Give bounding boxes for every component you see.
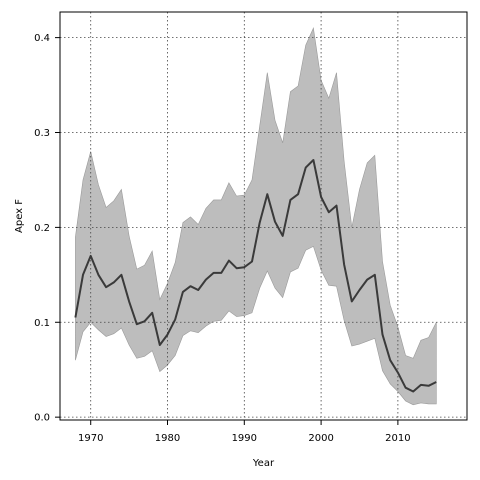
- y-tick-label: 0.4: [34, 33, 50, 44]
- x-tick-label: 2000: [308, 433, 333, 444]
- confidence-band: [75, 27, 437, 406]
- y-tick-label: 0.2: [34, 223, 50, 234]
- y-tick-label: 0.3: [34, 128, 50, 139]
- x-tick-label: 1970: [78, 433, 103, 444]
- y-tick-label: 0.0: [34, 413, 50, 424]
- x-tick-label: 2010: [385, 433, 410, 444]
- series-line: [74, 159, 437, 393]
- y-axis-label: Apex F: [14, 199, 25, 233]
- x-tick-label: 1980: [155, 433, 180, 444]
- plot-frame: [59, 11, 468, 421]
- x-axis: 1970 1980 1990 2000 2010: [78, 420, 411, 444]
- x-axis-label: Year: [252, 458, 275, 469]
- grid-layer: [60, 12, 467, 420]
- series-line-layer: [74, 159, 437, 393]
- y-axis: 0.0 0.1 0.2 0.3 0.4: [34, 33, 60, 424]
- y-tick-label: 0.1: [34, 318, 50, 329]
- x-tick-label: 1990: [232, 433, 257, 444]
- confidence-band-layer: [75, 27, 437, 406]
